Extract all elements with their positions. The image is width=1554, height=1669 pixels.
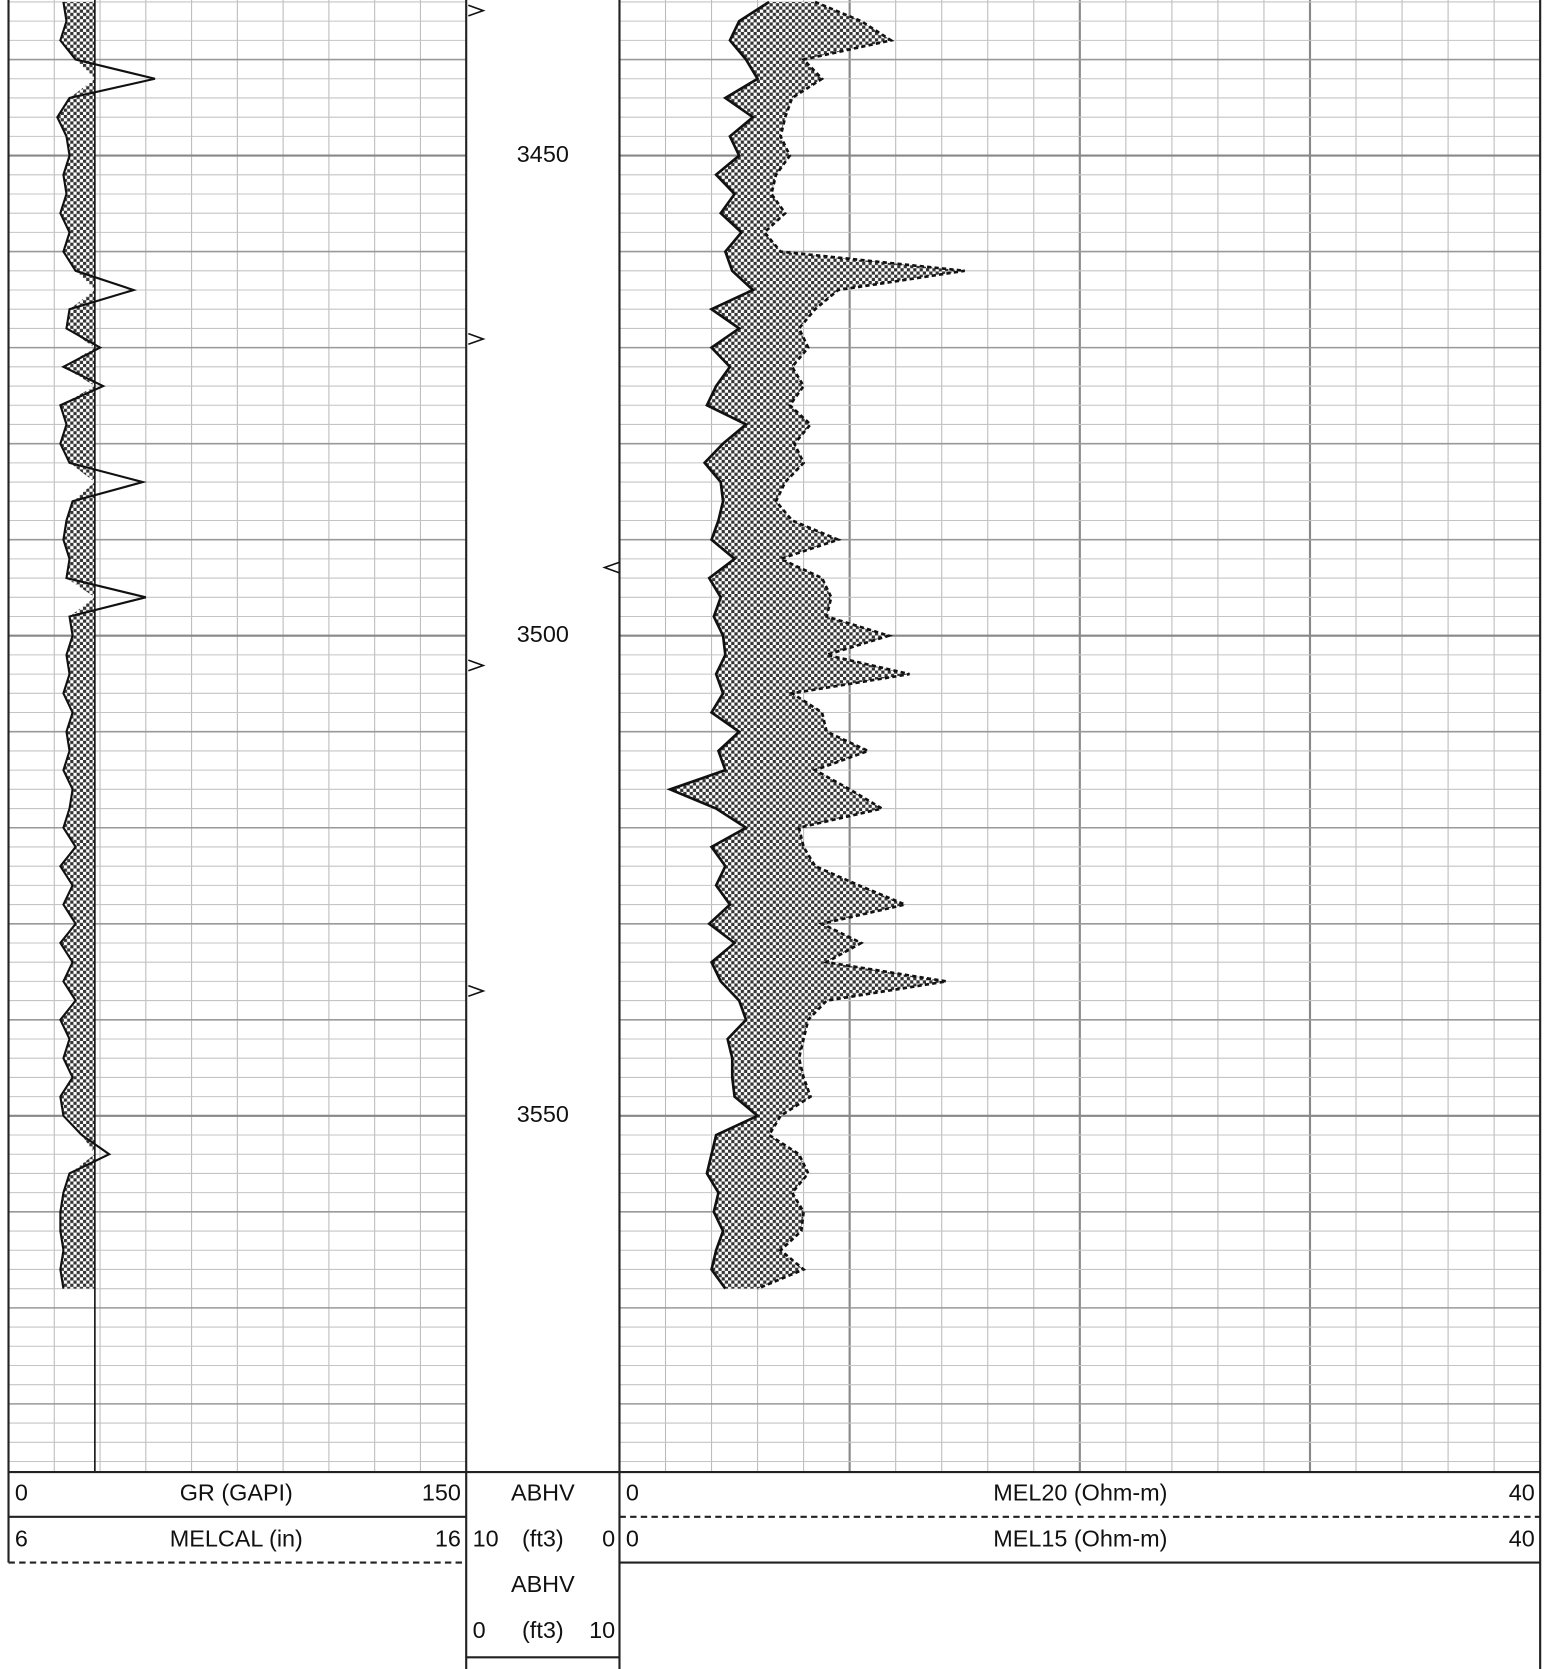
curve-name: GR (GAPI) [180, 1480, 293, 1506]
unit: (ft3) [522, 1617, 564, 1643]
resistivity-curve [757, 0, 965, 1290]
abhv-tick [602, 561, 620, 574]
unit: (ft3) [522, 1525, 564, 1551]
curves [56, 0, 965, 1473]
abhv-tick [468, 332, 486, 346]
scale-max: 40 [1509, 1525, 1535, 1551]
abhv-tick [468, 4, 486, 17]
scale-min: 0 [15, 1480, 28, 1506]
scale-max: 40 [1509, 1480, 1535, 1506]
scale-min: 0 [473, 1617, 486, 1643]
curve-name: ABHV [511, 1480, 575, 1506]
scale-min: 6 [15, 1525, 28, 1551]
scale-min: 0 [626, 1525, 639, 1551]
gr-fill [57, 1, 95, 1289]
scale-min: 10 [473, 1525, 499, 1551]
frame [7, 0, 1542, 1669]
depth-label: 3450 [517, 141, 569, 167]
resistivity-curve [666, 0, 770, 1290]
curve-name: ABHV [511, 1571, 575, 1597]
curve-name: MELCAL (in) [170, 1525, 303, 1551]
gr-curve [56, 1, 156, 1289]
header: 0 GR (GAPI) 150 6 MELCAL (in) 16 ABHV 10… [15, 1480, 1535, 1643]
scale-max: 150 [422, 1480, 461, 1506]
depth-label: 3550 [517, 1101, 569, 1127]
scale-max: 0 [602, 1525, 615, 1551]
abhv-tick [468, 659, 486, 672]
scale-max: 10 [589, 1617, 615, 1643]
abhv-tick [468, 984, 486, 998]
mel-fill [670, 1, 965, 1289]
scale-max: 16 [435, 1525, 461, 1551]
depth-label: 3500 [517, 621, 569, 647]
curve-name: MEL20 (Ohm-m) [993, 1480, 1167, 1506]
curve-name: MEL15 (Ohm-m) [993, 1525, 1167, 1551]
scale-min: 0 [626, 1480, 639, 1506]
